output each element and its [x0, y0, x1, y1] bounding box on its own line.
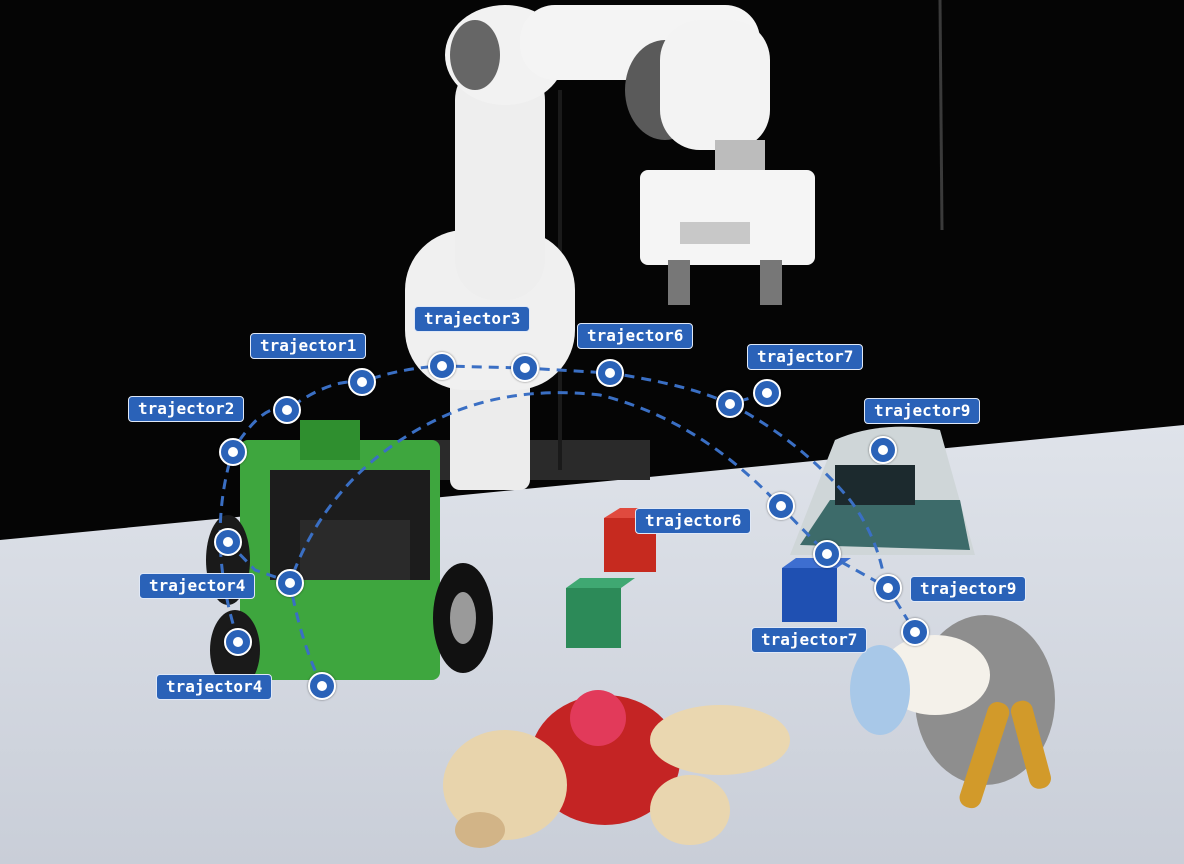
- waypoint-marker: [224, 628, 252, 656]
- trajectory-label: trajector4: [156, 674, 273, 700]
- waypoint-marker: [716, 390, 744, 418]
- plush-duck: [850, 615, 1055, 809]
- waypoint-marker: [813, 540, 841, 568]
- trajectory-label: trajector2: [128, 396, 245, 422]
- trajectory-label: trajector6: [635, 508, 752, 534]
- waypoint-marker: [874, 574, 902, 602]
- waypoint-marker: [901, 618, 929, 646]
- trajectory-label: trajector9: [864, 398, 981, 424]
- waypoint-marker: [214, 528, 242, 556]
- rover: [206, 420, 493, 690]
- trajectory-lines: [218, 364, 917, 687]
- waypoint-marker: [308, 672, 336, 700]
- trajectory-label: trajector9: [910, 576, 1027, 602]
- waypoint-marker: [348, 368, 376, 396]
- trajectory-label: trajector7: [747, 344, 864, 370]
- trajectory-label: trajector4: [139, 573, 256, 599]
- blocks: [566, 508, 851, 648]
- trajectory-label: trajector1: [250, 333, 367, 359]
- waypoint-marker: [511, 354, 539, 382]
- tent: [790, 426, 975, 555]
- trajectory-label: trajector3: [414, 306, 531, 332]
- waypoint-marker: [753, 379, 781, 407]
- waypoint-marker: [219, 438, 247, 466]
- plush-cat: [443, 690, 790, 848]
- waypoint-marker: [276, 569, 304, 597]
- waypoint-marker: [428, 352, 456, 380]
- waypoint-marker: [596, 359, 624, 387]
- trajectory-label: trajector6: [577, 323, 694, 349]
- robot-arm: [405, 5, 815, 490]
- waypoint-marker: [273, 396, 301, 424]
- waypoint-marker: [767, 492, 795, 520]
- trajectory-label: trajector7: [751, 627, 868, 653]
- waypoint-marker: [869, 436, 897, 464]
